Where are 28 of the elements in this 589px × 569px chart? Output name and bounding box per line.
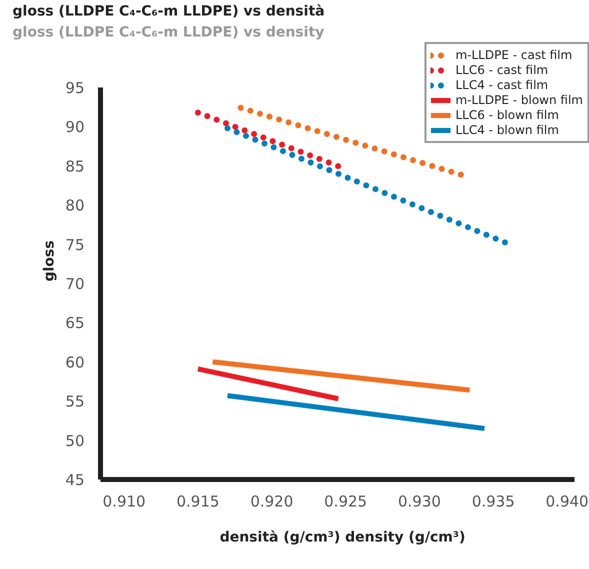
legend-label: LLC6 - blown film [455,108,559,122]
y-tick-label: 95 [65,79,85,97]
x-tick-label: 0.935 [472,492,515,510]
chart-subtitle: gloss (LLDPE C₄-C₆-m LLDPE) vs density [12,24,324,40]
y-tick-label: 50 [65,432,85,450]
chart-title: gloss (LLDPE C₄-C₆-m LLDPE) vs densità [12,4,325,20]
legend-label: m-LLDPE - cast film [455,48,572,62]
y-tick-label: 60 [65,353,85,372]
y-tick-label: 45 [65,471,85,489]
x-tick-label: 0.930 [398,492,441,510]
x-tick-label: 0.940 [546,492,589,510]
x-tick-label: 0.910 [102,492,146,510]
y-tick-label: 75 [65,236,85,254]
y-tick-label: 55 [65,392,85,411]
y-tick-label: 85 [65,157,85,176]
y-tick-label: 70 [65,275,85,293]
x-axis-title: densità (g/cm³) density (g/cm³) [220,530,466,546]
legend-label: LLC4 - cast film [455,78,548,92]
legend-label: m-LLDPE - blown film [455,93,583,107]
legend-label: LLC4 - blown film [455,123,559,137]
y-tick-label: 80 [65,196,85,215]
x-tick-label: 0.920 [250,492,294,510]
x-tick-label: 0.915 [176,492,220,510]
y-tick-label: 65 [65,314,85,332]
y-tick-label: 90 [65,118,85,136]
y-axis-title: gloss [41,240,58,282]
legend-label: LLC6 - cast film [455,63,548,77]
x-tick-label: 0.925 [324,492,368,510]
